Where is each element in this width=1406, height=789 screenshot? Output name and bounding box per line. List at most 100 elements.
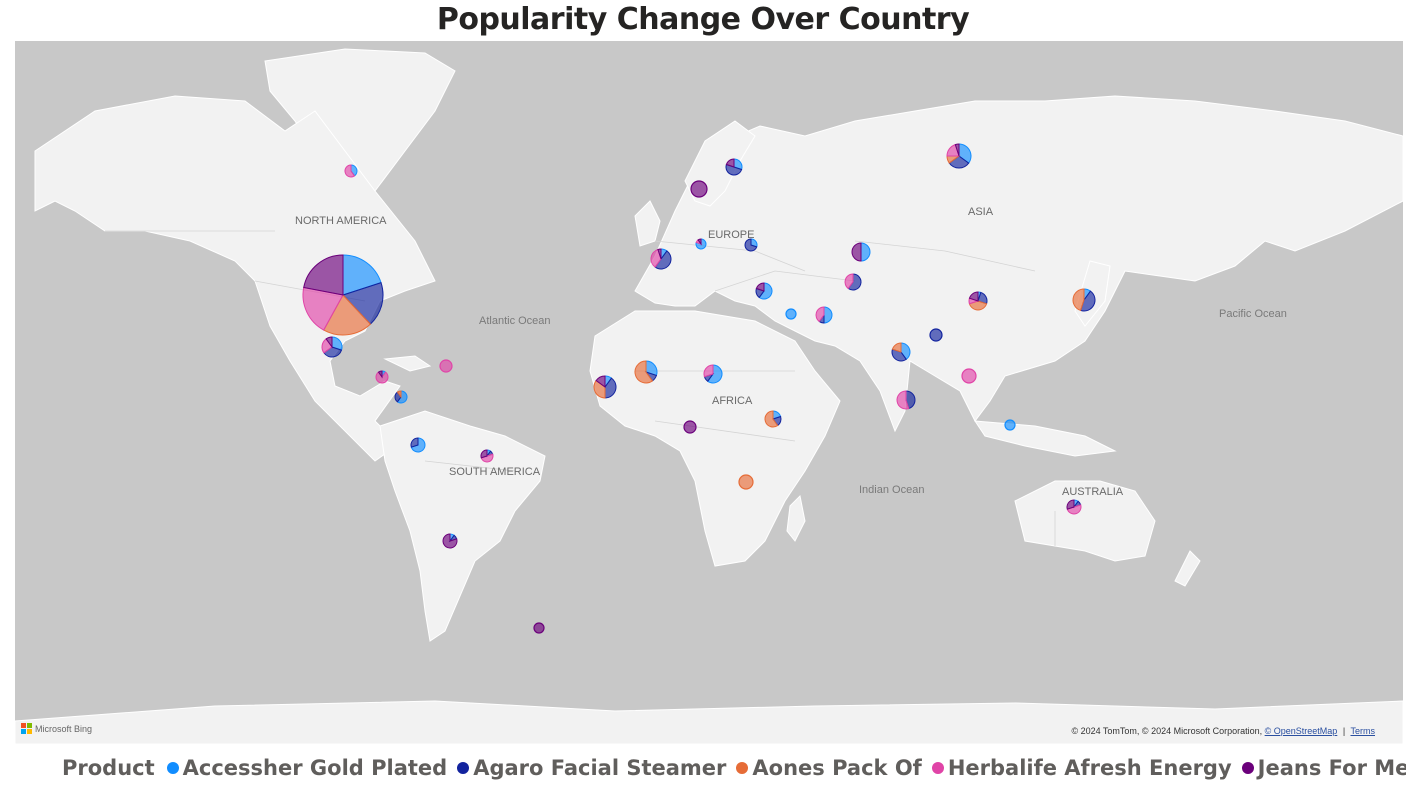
pie-slice bbox=[604, 377, 617, 399]
pie-slice bbox=[303, 254, 344, 296]
pie-slice bbox=[744, 238, 758, 252]
pie-slice bbox=[344, 164, 356, 178]
pie-marker-russia[interactable] bbox=[946, 143, 972, 169]
pie-marker-mali[interactable] bbox=[634, 360, 658, 384]
terms-link[interactable]: Terms bbox=[1350, 726, 1376, 736]
pie-marker-france[interactable] bbox=[650, 248, 672, 270]
pie-marker-kenya[interactable] bbox=[764, 410, 782, 428]
pie-slice bbox=[954, 143, 960, 157]
pie-marker-australia[interactable] bbox=[1066, 499, 1082, 515]
pie-marker-norway-sea[interactable] bbox=[690, 180, 708, 198]
legend-label: Jeans For Mens bbox=[1257, 756, 1406, 780]
map-visual[interactable]: NORTH AMERICA EUROPE ASIA AFRICA SOUTH A… bbox=[15, 41, 1403, 744]
region-label-north-america: NORTH AMERICA bbox=[295, 215, 387, 227]
pie-marker-colombia[interactable] bbox=[394, 390, 408, 404]
openstreetmap-link[interactable]: © OpenStreetMap bbox=[1264, 726, 1338, 736]
pie-marker-sri-lanka[interactable] bbox=[896, 390, 916, 410]
pie-marker-peru[interactable] bbox=[410, 437, 426, 453]
land-north-america bbox=[34, 95, 436, 462]
pie-slice bbox=[634, 360, 654, 384]
pie-marker-indonesia[interactable] bbox=[1004, 419, 1016, 431]
pie-slice bbox=[697, 238, 702, 246]
pie-marker-brazil[interactable] bbox=[480, 449, 494, 463]
pie-slice bbox=[377, 370, 383, 379]
bing-logo: Microsoft Bing bbox=[21, 723, 92, 734]
pie-marker-argentina[interactable] bbox=[442, 533, 458, 549]
pie-slice bbox=[302, 286, 344, 331]
pie-marker-usa[interactable] bbox=[302, 254, 384, 336]
pie-slice bbox=[1066, 504, 1082, 515]
pie-slice bbox=[657, 248, 662, 260]
pie-slice bbox=[900, 342, 911, 360]
pie-slice bbox=[758, 282, 773, 300]
land-new-zealand bbox=[1174, 550, 1201, 587]
pie-slice bbox=[764, 410, 779, 428]
pie-marker-kazakhstan[interactable] bbox=[851, 242, 871, 262]
pie-slice bbox=[533, 622, 545, 634]
pie-marker-central-america[interactable] bbox=[375, 370, 389, 384]
pie-slice bbox=[695, 238, 707, 250]
pie-marker-west-africa[interactable] bbox=[593, 375, 617, 399]
pie-marker-chad[interactable] bbox=[703, 364, 723, 384]
land-madagascar bbox=[786, 494, 806, 542]
legend-item-herbalife[interactable]: Herbalife Afresh Energy bbox=[931, 756, 1232, 780]
microsoft-logo-icon bbox=[21, 723, 32, 734]
legend-label: Accessher Gold Plated bbox=[182, 756, 448, 780]
pie-slice bbox=[595, 375, 606, 388]
pie-marker-ukraine[interactable] bbox=[744, 238, 758, 252]
pie-marker-turkey[interactable] bbox=[755, 282, 773, 300]
pie-slice bbox=[707, 364, 723, 384]
pie-slice bbox=[851, 242, 862, 262]
world-map[interactable] bbox=[15, 41, 1403, 744]
pie-slice bbox=[968, 291, 979, 302]
ocean-label-pacific: Pacific Ocean bbox=[1219, 308, 1287, 320]
pie-marker-syria[interactable] bbox=[785, 308, 797, 320]
pie-marker-south-atlantic[interactable] bbox=[533, 622, 545, 634]
land-australia bbox=[1014, 480, 1156, 562]
legend-item-jeans[interactable]: Jeans For Mens bbox=[1241, 756, 1406, 780]
pie-marker-caribbean[interactable] bbox=[439, 359, 453, 373]
legend-dot-icon bbox=[931, 762, 944, 774]
pie-marker-zambia[interactable] bbox=[738, 474, 754, 490]
land-caribbean bbox=[383, 355, 432, 372]
legend-dot-icon bbox=[166, 762, 179, 774]
land-uk bbox=[634, 200, 661, 247]
pie-slice bbox=[654, 250, 672, 270]
pie-marker-japan[interactable] bbox=[1072, 288, 1096, 312]
pie-marker-canada[interactable] bbox=[344, 164, 358, 178]
ocean-label-indian: Indian Ocean bbox=[859, 484, 925, 496]
pie-marker-mexico[interactable] bbox=[321, 336, 343, 358]
legend-dot-icon bbox=[736, 762, 749, 774]
legend-item-agaro[interactable]: Agaro Facial Steamer bbox=[457, 756, 726, 780]
pie-marker-germany[interactable] bbox=[695, 238, 707, 250]
pie-marker-nepal[interactable] bbox=[929, 328, 943, 342]
legend-item-accessher[interactable]: Accessher Gold Plated bbox=[166, 756, 448, 780]
pie-marker-india[interactable] bbox=[891, 342, 911, 362]
pie-slice bbox=[683, 420, 697, 434]
land-greenland bbox=[264, 48, 456, 202]
pie-marker-iran[interactable] bbox=[815, 306, 833, 324]
land-eurasia bbox=[634, 95, 1403, 433]
legend-title: Product bbox=[62, 756, 155, 780]
pie-slice bbox=[725, 163, 743, 176]
land-antarctica bbox=[15, 700, 1403, 744]
pie-marker-uzbekistan[interactable] bbox=[844, 273, 862, 291]
pie-slice bbox=[480, 453, 494, 463]
pie-slice bbox=[1072, 288, 1085, 312]
pie-slice bbox=[929, 328, 943, 342]
pie-slice bbox=[725, 158, 735, 168]
pie-marker-scandinavia[interactable] bbox=[725, 158, 743, 176]
pie-slice bbox=[1066, 499, 1075, 510]
pie-slice bbox=[703, 364, 714, 378]
legend-item-aones[interactable]: Aones Pack Of bbox=[736, 756, 922, 780]
land-indonesia bbox=[974, 420, 1117, 457]
pie-marker-southeast-asia[interactable] bbox=[961, 368, 977, 384]
pie-slice bbox=[891, 348, 907, 362]
pie-markers bbox=[302, 143, 1096, 634]
pie-slice bbox=[896, 390, 910, 410]
pie-marker-gabon[interactable] bbox=[683, 420, 697, 434]
pie-slice bbox=[396, 390, 402, 399]
pie-marker-china[interactable] bbox=[968, 291, 988, 311]
pie-slice bbox=[690, 180, 708, 198]
legend-label: Aones Pack Of bbox=[752, 756, 922, 780]
